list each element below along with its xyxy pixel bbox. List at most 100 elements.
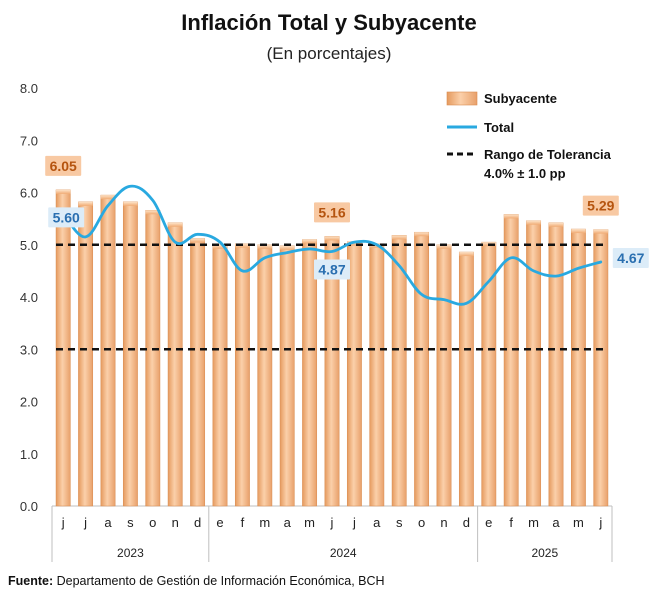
legend-swatch-subyacente xyxy=(446,91,478,106)
legend-label-total: Total xyxy=(484,120,514,135)
bar-subyacente xyxy=(436,244,452,507)
callout-subyacente: 5.16 xyxy=(314,202,350,223)
x-tick-label: a xyxy=(373,515,381,530)
bar-subyacente xyxy=(526,220,542,507)
axes-layer: 0.01.02.03.04.05.06.07.08.0j j a s o n d e f m a m j… xyxy=(20,81,613,562)
bar-subyacente-cap xyxy=(302,239,317,244)
bar-subyacente-cap xyxy=(78,201,93,206)
legend-label-tolerance-range: 4.0% ± 1.0 pp xyxy=(484,166,566,181)
y-tick-label: 0.0 xyxy=(20,499,38,514)
bar-subyacente xyxy=(369,243,385,507)
x-tick-label: d xyxy=(194,515,201,530)
source-label: Fuente: xyxy=(8,574,54,588)
bar-subyacente xyxy=(145,210,161,507)
bar-subyacente-cap xyxy=(526,220,541,225)
chart-subtitle: (En porcentajes) xyxy=(266,44,392,63)
callout-box xyxy=(582,195,619,216)
x-tick-label: j xyxy=(83,515,87,530)
callout-value: 5.60 xyxy=(53,209,80,225)
y-tick-label: 6.0 xyxy=(20,186,38,201)
callout-total: 5.60 xyxy=(48,207,85,228)
bar-subyacente xyxy=(548,222,564,507)
bar-subyacente xyxy=(391,235,407,507)
line-total xyxy=(61,184,603,306)
bar-subyacente xyxy=(190,238,206,507)
legend-label-tolerance: Rango de Tolerancia xyxy=(484,147,612,162)
callout-total: 4.67 xyxy=(612,247,649,268)
x-tick-label: j xyxy=(352,515,356,530)
line-layer xyxy=(61,184,603,306)
callout-value: 4.87 xyxy=(318,262,345,278)
x-tick-label: e xyxy=(216,515,223,530)
bar-subyacente-cap xyxy=(257,244,272,249)
chart-title: Inflación Total y Subyacente xyxy=(181,10,477,35)
x-tick-label: a xyxy=(284,515,292,530)
x-tick-label: a xyxy=(104,515,112,530)
y-tick-label: 8.0 xyxy=(20,81,38,96)
x-tick-label: n xyxy=(440,515,447,530)
bars-layer xyxy=(55,189,609,507)
legend-label-subyacente: Subyacente xyxy=(484,91,557,106)
bar-subyacente xyxy=(167,222,183,507)
x-tick-label: s xyxy=(127,515,134,530)
year-label: 2025 xyxy=(531,546,558,560)
bar-subyacente xyxy=(414,231,430,507)
callout-value: 5.29 xyxy=(587,198,614,214)
x-tick-label: s xyxy=(396,515,403,530)
bar-subyacente-cap xyxy=(324,236,340,241)
y-tick-label: 7.0 xyxy=(20,133,38,148)
callout-box xyxy=(45,155,82,176)
bar-subyacente xyxy=(122,201,138,507)
bar-subyacente-cap xyxy=(280,245,295,250)
bar-subyacente-cap xyxy=(593,229,608,234)
bar-subyacente-cap xyxy=(459,252,474,257)
year-label: 2023 xyxy=(117,546,144,560)
x-tick-label: m xyxy=(259,515,270,530)
bar-subyacente xyxy=(100,194,116,507)
x-tick-label: j xyxy=(61,515,65,530)
tolerance-layer xyxy=(56,243,608,351)
callout-subyacente: 6.05 xyxy=(45,155,82,176)
y-tick-label: 1.0 xyxy=(20,447,38,462)
y-tick-label: 4.0 xyxy=(20,290,38,305)
x-tick-label: m xyxy=(304,515,315,530)
callout-box xyxy=(314,202,350,223)
bar-subyacente-cap xyxy=(414,232,429,237)
x-tick-label: j xyxy=(598,515,602,530)
bar-subyacente xyxy=(302,239,318,507)
bar-subyacente-cap xyxy=(100,195,116,200)
callout-total: 4.87 xyxy=(314,259,350,280)
callout-box xyxy=(314,259,350,280)
x-tick-label: j xyxy=(330,515,334,530)
callout-box xyxy=(48,207,85,228)
bar-subyacente xyxy=(234,243,250,507)
bar-subyacente-cap xyxy=(123,201,138,206)
x-tick-label: m xyxy=(573,515,584,530)
bar-subyacente xyxy=(279,245,295,507)
year-label: 2024 xyxy=(330,546,357,560)
callout-value: 5.16 xyxy=(318,204,345,220)
bar-subyacente xyxy=(257,244,273,507)
bar-subyacente-cap xyxy=(56,189,71,194)
bar-subyacente-cap xyxy=(392,235,407,240)
legend: Subyacente Total Rango de Tolerancia 4.0… xyxy=(446,91,612,181)
bar-subyacente xyxy=(346,241,362,507)
bar-subyacente-cap xyxy=(571,229,586,234)
x-tick-label: n xyxy=(172,515,179,530)
callout-value: 4.67 xyxy=(617,250,644,266)
source-note: Fuente: Departamento de Gestión de Infor… xyxy=(8,574,385,588)
callout-value: 6.05 xyxy=(50,158,77,174)
bar-subyacente-cap xyxy=(190,238,205,243)
y-tick-label: 3.0 xyxy=(20,342,38,357)
y-tick-label: 5.0 xyxy=(20,238,38,253)
x-tick-label: f xyxy=(509,515,513,530)
bar-subyacente-cap xyxy=(548,222,564,227)
chart-area: 0.01.02.03.04.05.06.07.08.0j j a s o n d e f m a m j… xyxy=(20,81,649,562)
bar-subyacente-cap xyxy=(168,222,183,227)
x-tick-label: e xyxy=(485,515,492,530)
bar-subyacente-cap xyxy=(504,214,519,219)
bar-subyacente xyxy=(458,251,474,507)
bar-subyacente xyxy=(55,189,71,507)
callout-box xyxy=(612,247,649,268)
x-tick-label: o xyxy=(149,515,156,530)
